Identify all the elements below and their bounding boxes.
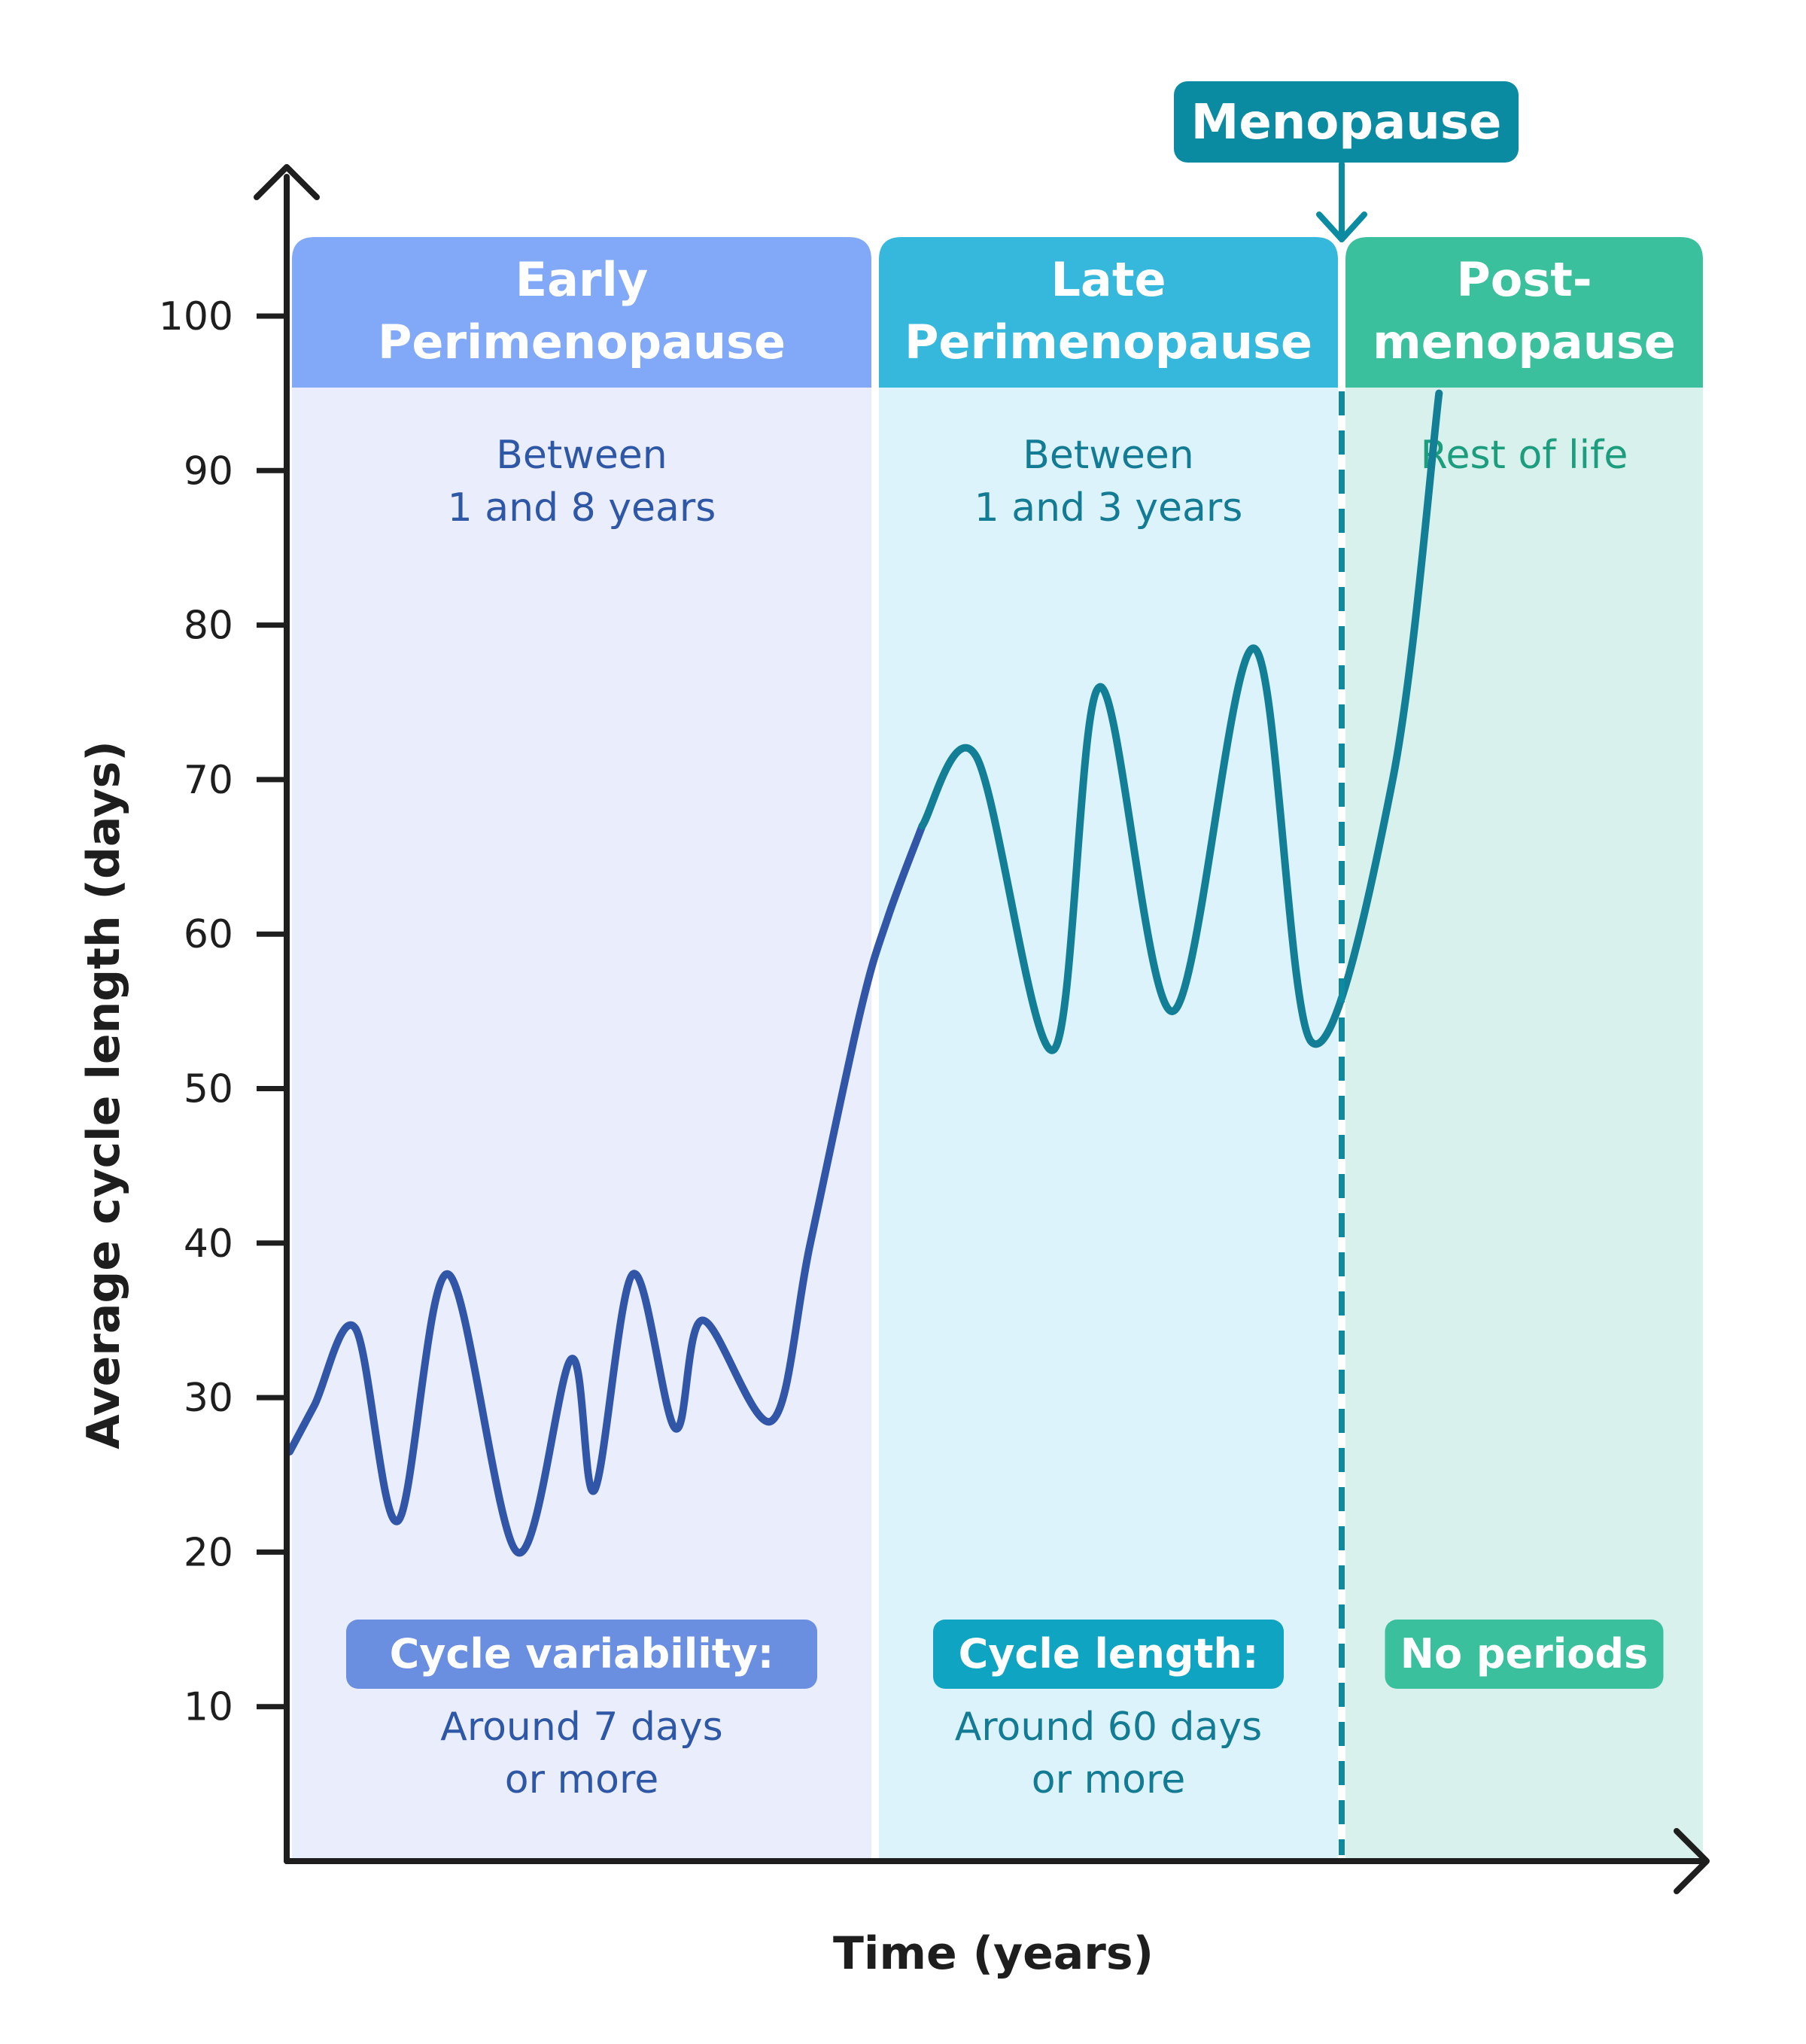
phase-badge (933, 1620, 1284, 1689)
menopause-label: Menopause (1191, 95, 1502, 151)
phase-duration-line1: Rest of life (1421, 433, 1628, 478)
menopause-label-box (1174, 81, 1519, 163)
y-tick-label: 100 (159, 294, 233, 339)
line-layer (286, 389, 1443, 1557)
phase-title-line2: Perimenopause (378, 315, 786, 370)
phase-note-line2: or more (505, 1757, 658, 1802)
y-tick-label: 50 (184, 1067, 233, 1112)
phase-column-1: Early Perimenopause Between 1 and 8 years Cy… (292, 237, 871, 1859)
menopause-arrow-head (1316, 211, 1367, 242)
phase-title-line2: Perimenopause (905, 315, 1312, 370)
y-tick-label: 60 (184, 912, 233, 957)
phase-title-line1: Late (1050, 252, 1166, 307)
phase-column-3: Post-menopause Rest of life No periods (1345, 237, 1703, 1859)
x-axis-arrow-icon (1674, 1828, 1710, 1894)
phase-duration-line2: 1 and 3 years (974, 485, 1243, 531)
phase-layer: Early Perimenopause Between 1 and 8 years Cy… (292, 237, 1703, 1859)
phase-background (292, 388, 871, 1859)
phase-title-line1: Post- (1456, 252, 1592, 307)
series-line-1 (286, 822, 926, 1557)
phase-note-line1: Around 60 days (955, 1705, 1263, 1750)
phase-duration-line2: 1 and 8 years (448, 485, 716, 531)
y-tick-label: 20 (184, 1530, 233, 1575)
series-line-2 (918, 389, 1443, 1054)
phase-header (879, 237, 1338, 388)
phase-background (1345, 388, 1703, 1859)
phase-header (292, 237, 871, 388)
y-tick-label: 10 (184, 1685, 233, 1730)
phase-title-line2: menopause (1373, 315, 1676, 370)
y-tick-label: 30 (184, 1376, 233, 1421)
y-axis-title: Average cycle length (days) (78, 741, 130, 1449)
phase-note-line1: Around 7 days (440, 1705, 722, 1750)
y-tick-label: 90 (184, 449, 233, 494)
y-tick-label: 70 (184, 758, 233, 803)
phase-duration-line1: Between (496, 433, 667, 478)
phase-badge (346, 1620, 817, 1689)
phase-note-line2: or more (1032, 1757, 1185, 1802)
phase-column-2: Late Perimenopause Between 1 and 3 years Cyc… (879, 237, 1338, 1859)
y-axis-arrow-icon (254, 164, 320, 200)
phase-badge-label: No periods (1400, 1630, 1648, 1677)
phase-title-line1: Early (515, 252, 648, 307)
phase-badge (1385, 1620, 1664, 1689)
phase-duration-line1: Between (1023, 433, 1194, 478)
phase-badge-label: Cycle length: (959, 1630, 1259, 1677)
x-axis-title: Time (years) (833, 1927, 1154, 1980)
y-tick-label: 40 (184, 1221, 233, 1267)
phase-badge-label: Cycle variability: (390, 1630, 774, 1677)
axis-layer: 10 20 30 40 50 60 70 80 90 100 Time (years) Average… (78, 164, 1710, 1980)
y-tick-label: 80 (184, 604, 233, 649)
phase-header (1345, 237, 1703, 388)
phase-background (879, 388, 1338, 1859)
marker-layer: Menopause (1174, 81, 1519, 1855)
